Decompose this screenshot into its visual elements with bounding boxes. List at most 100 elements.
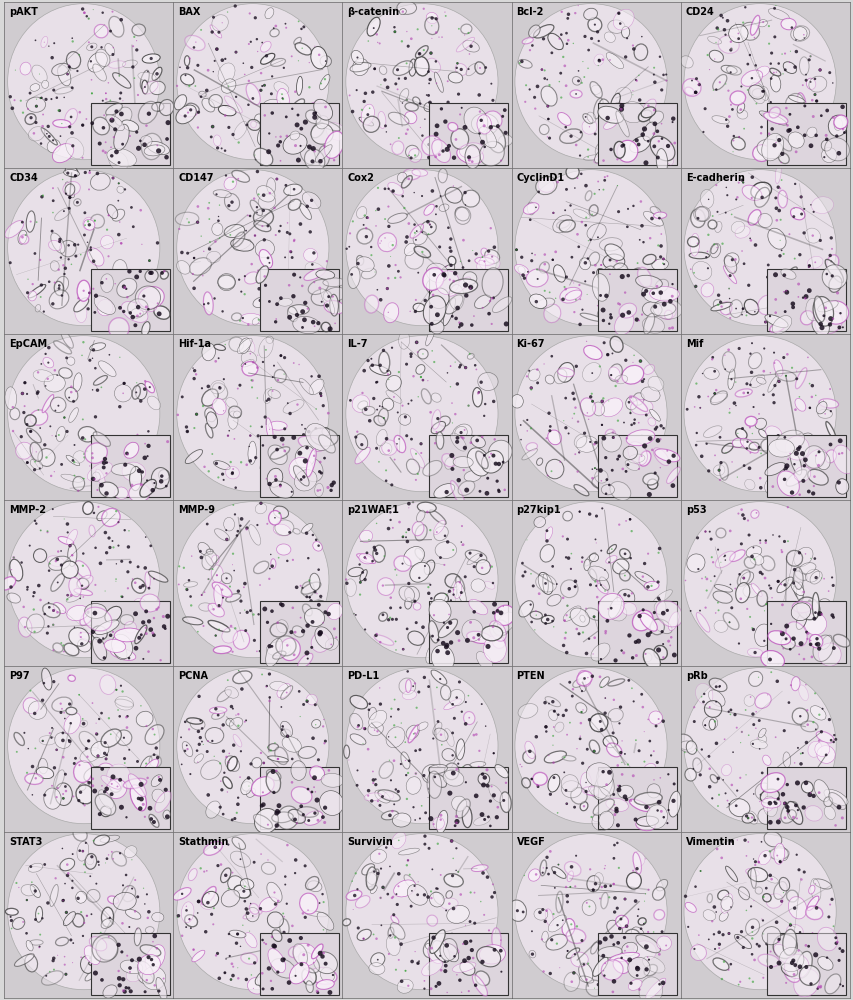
Point (583, 434, 596, 450)
Point (823, 403, 837, 419)
Point (267, 20, 281, 36)
Ellipse shape (116, 292, 126, 306)
Point (595, 764, 609, 780)
Ellipse shape (599, 577, 609, 590)
Point (754, 834, 768, 850)
Text: Bcl-2: Bcl-2 (516, 7, 543, 17)
Point (121, 446, 135, 462)
Ellipse shape (96, 938, 118, 960)
Point (438, 528, 451, 544)
Ellipse shape (234, 885, 250, 898)
Point (473, 483, 486, 499)
Ellipse shape (284, 459, 293, 472)
Point (758, 596, 772, 612)
Point (630, 967, 643, 983)
Point (132, 463, 146, 479)
Point (801, 259, 815, 275)
Point (555, 291, 569, 307)
Point (481, 766, 495, 782)
Point (688, 437, 702, 453)
Ellipse shape (600, 773, 611, 783)
Point (198, 584, 212, 600)
Point (653, 431, 666, 447)
Point (368, 627, 382, 643)
Point (757, 848, 771, 864)
Point (745, 919, 758, 935)
Point (273, 153, 287, 169)
Ellipse shape (206, 549, 213, 554)
Point (450, 814, 463, 830)
Point (486, 787, 500, 803)
Point (608, 98, 622, 114)
Point (353, 587, 367, 603)
Point (484, 76, 497, 92)
Point (287, 267, 300, 283)
Ellipse shape (177, 668, 328, 824)
Point (458, 935, 472, 951)
Point (21, 741, 35, 757)
Point (43, 599, 56, 615)
Point (432, 29, 445, 45)
Ellipse shape (237, 338, 252, 353)
Point (426, 109, 439, 125)
Point (544, 463, 558, 479)
Point (525, 771, 538, 787)
Point (743, 232, 757, 248)
Ellipse shape (417, 502, 436, 512)
Ellipse shape (206, 412, 218, 428)
Point (808, 721, 821, 737)
Point (408, 812, 421, 828)
Ellipse shape (163, 810, 170, 819)
Point (131, 790, 145, 806)
Point (522, 743, 536, 759)
Ellipse shape (343, 745, 349, 758)
Ellipse shape (92, 117, 109, 135)
Point (572, 444, 585, 460)
Point (67, 755, 81, 771)
Ellipse shape (248, 340, 255, 352)
Point (803, 785, 816, 801)
Point (803, 636, 816, 652)
Point (306, 955, 320, 971)
Point (84, 868, 97, 884)
Ellipse shape (386, 935, 400, 956)
Point (589, 461, 603, 477)
Point (95, 811, 108, 827)
Point (446, 582, 460, 598)
Point (801, 259, 815, 275)
Ellipse shape (528, 950, 536, 958)
Point (523, 42, 537, 58)
Point (265, 558, 279, 574)
Point (370, 374, 384, 390)
Ellipse shape (212, 582, 232, 597)
Point (652, 210, 665, 226)
Ellipse shape (609, 482, 630, 500)
Point (284, 624, 298, 640)
Point (651, 711, 664, 727)
Point (814, 570, 827, 586)
Point (267, 765, 281, 781)
Ellipse shape (268, 949, 285, 973)
Ellipse shape (122, 886, 136, 902)
Point (606, 937, 620, 953)
Point (461, 710, 475, 726)
Ellipse shape (293, 943, 316, 966)
Point (804, 925, 818, 941)
Point (803, 48, 816, 64)
Point (36, 118, 49, 134)
Point (537, 247, 551, 263)
Ellipse shape (564, 862, 580, 876)
Point (361, 353, 374, 369)
Point (519, 412, 533, 428)
Point (466, 950, 479, 966)
Ellipse shape (809, 634, 822, 648)
Point (677, 744, 691, 760)
Point (543, 843, 556, 859)
Point (607, 904, 621, 920)
Point (81, 604, 95, 620)
Point (613, 699, 627, 715)
Ellipse shape (423, 102, 433, 112)
Point (823, 428, 837, 444)
Point (270, 970, 284, 986)
Point (771, 373, 785, 389)
